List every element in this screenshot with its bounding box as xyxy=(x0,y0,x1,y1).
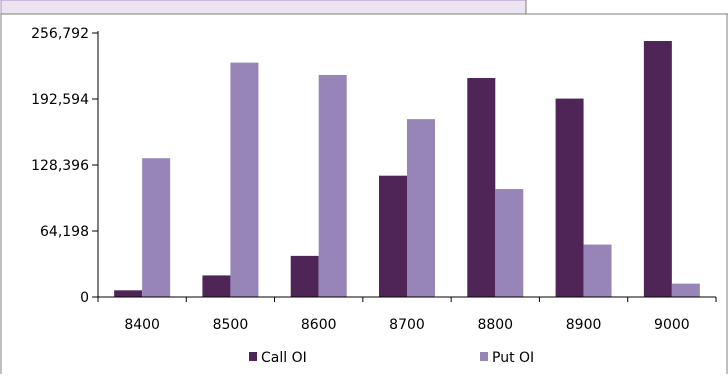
legend: Call OI Put OI xyxy=(249,350,534,366)
y-tick-label: 128,396 xyxy=(31,158,89,174)
x-tick-label: 9000 xyxy=(654,317,690,333)
bar-call-oi-8500 xyxy=(202,275,231,297)
bar-put-oi-8400 xyxy=(142,158,171,297)
x-tick-label: 8400 xyxy=(124,317,160,333)
x-axis-labels: 8400 8500 8600 8700 8800 8900 9000 xyxy=(97,297,717,333)
header-band xyxy=(0,0,527,15)
x-tick-label: 8500 xyxy=(213,317,249,333)
bar-put-oi-9000 xyxy=(671,283,700,297)
x-tick-label: 8800 xyxy=(477,317,513,333)
bar-put-oi-8500 xyxy=(230,62,259,297)
bar-call-oi-8800 xyxy=(467,78,496,298)
bar-put-oi-8900 xyxy=(583,244,612,297)
legend-label: Put OI xyxy=(492,350,534,366)
bars xyxy=(114,41,700,298)
bar-put-oi-8600 xyxy=(318,74,347,297)
legend-swatch xyxy=(249,352,257,361)
y-tick-label: 64,198 xyxy=(40,224,89,240)
bar-call-oi-8600 xyxy=(290,255,319,297)
y-tick-label: 0 xyxy=(80,290,89,306)
bar-put-oi-8800 xyxy=(495,189,524,297)
x-tick-label: 8900 xyxy=(566,317,602,333)
bar-call-oi-8900 xyxy=(555,98,584,297)
x-tick-label: 8700 xyxy=(389,317,425,333)
bar-call-oi-9000 xyxy=(643,41,672,298)
bar-put-oi-8700 xyxy=(407,119,435,298)
bar-call-oi-8400 xyxy=(114,290,143,297)
y-axis-ticks xyxy=(92,32,98,298)
y-tick-label: 256,792 xyxy=(31,26,89,42)
bar-call-oi-8700 xyxy=(379,175,407,297)
y-tick-label: 192,594 xyxy=(31,92,89,108)
legend-swatch xyxy=(480,352,488,361)
legend-label: Call OI xyxy=(261,350,307,366)
x-tick-label: 8600 xyxy=(301,317,337,333)
y-axis-labels: 0 64,198 128,396 192,594 256,792 xyxy=(31,26,89,306)
